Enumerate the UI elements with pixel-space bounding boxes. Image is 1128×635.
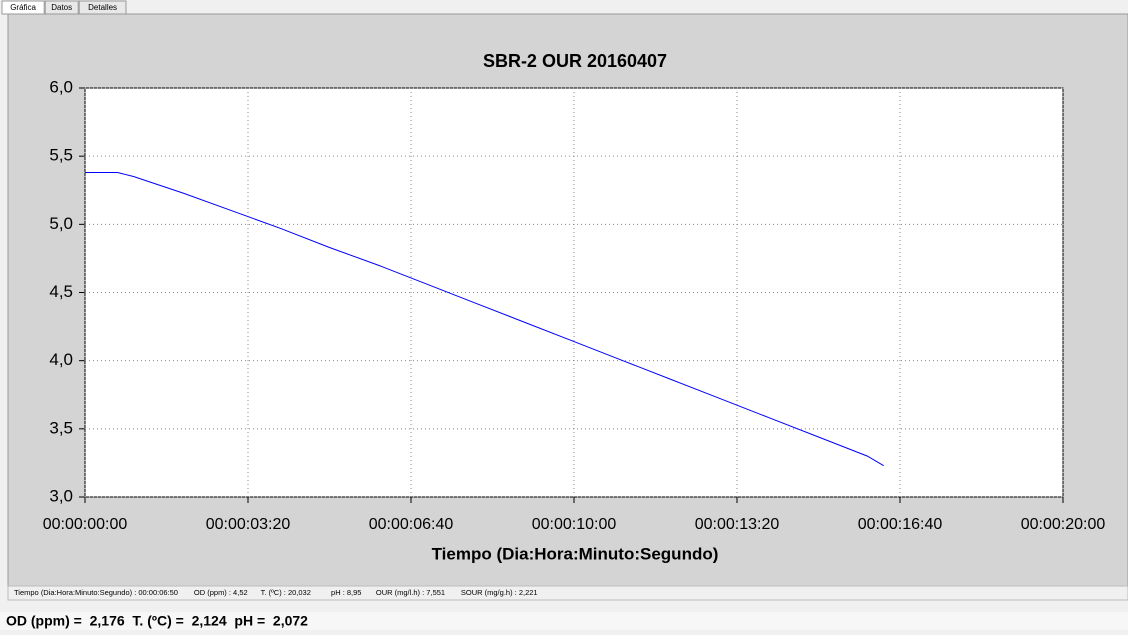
tab-label[interactable]: Datos [51,3,72,12]
x-tick-label: 00:00:10:00 [532,516,617,533]
y-tick-label: 6,0 [49,77,73,96]
tab-label[interactable]: Gráfica [10,3,36,12]
tab-label[interactable]: Detalles [88,3,117,12]
readout-bar [0,612,1128,630]
status-item: OD (ppm) : 4,52 [194,588,248,597]
y-tick-label: 3,0 [49,486,73,505]
chart-title: SBR-2 OUR 20160407 [483,51,667,71]
x-axis-label: Tiempo (Dia:Hora:Minuto:Segundo) [432,544,719,563]
status-item: OUR (mg/l.h) : 7,551 [376,588,445,597]
x-tick-label: 00:00:20:00 [1021,516,1106,533]
y-tick-label: 4,5 [49,282,73,301]
y-tick-label: 3,5 [49,418,73,437]
status-item: T. (ºC) : 20,032 [261,588,311,597]
y-tick-label: 5,0 [49,214,73,233]
x-tick-label: 00:00:00:00 [43,516,128,533]
y-tick-label: 4,0 [49,350,73,369]
status-item: Tiempo (Dia:Hora:Minuto:Segundo) : 00:00… [14,588,178,597]
status-items: Tiempo (Dia:Hora:Minuto:Segundo) : 00:00… [14,588,538,597]
x-tick-label: 00:00:03:20 [206,516,291,533]
x-tick-label: 00:00:16:40 [858,516,943,533]
y-tick-label: 5,5 [49,146,73,165]
tab-strip: Gráfica Datos Detalles [1,0,127,15]
readout: OD (ppm) = 2,176 T. (ºC) = 2,124 pH = 2,… [6,613,308,629]
status-item: pH : 8,95 [331,588,361,597]
data-line [85,172,884,467]
status-bar [7,585,1128,601]
x-tick-label: 00:00:13:20 [695,516,780,533]
x-tick-label: 00:00:06:40 [369,516,454,533]
status-item: SOUR (mg/g.h) : 2,221 [461,588,538,597]
